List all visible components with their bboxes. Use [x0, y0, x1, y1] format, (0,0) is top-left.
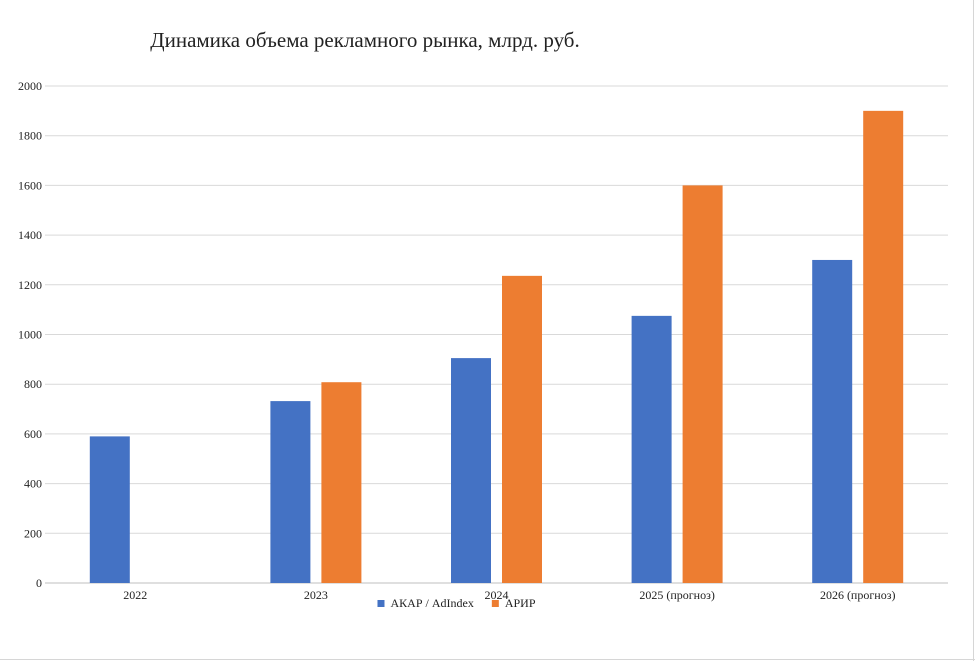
bar-arir-4 [863, 110, 904, 583]
frame-border-bottom [0, 659, 975, 660]
bar-akar-2 [451, 358, 491, 583]
y-tick-label: 800 [24, 377, 42, 391]
legend: АКАР / AdIndex АРИР [377, 596, 536, 610]
x-tick-label: 2024 [485, 588, 509, 602]
legend-swatch-akar [377, 600, 385, 607]
y-tick-label: 1400 [18, 228, 42, 242]
bar-akar-1 [270, 401, 311, 583]
y-tick-label: 600 [24, 427, 42, 441]
bar-akar-0 [89, 436, 130, 583]
y-tick-label: 1600 [18, 178, 42, 192]
bar-arir-2 [502, 275, 542, 583]
y-tick-label: 1800 [18, 129, 42, 143]
y-tick-label: 400 [24, 477, 42, 491]
gridlines [45, 85, 948, 584]
bar-akar-4 [812, 259, 853, 583]
bar-akar-3 [631, 315, 672, 583]
chart-title: Динамика объема рекламного рынка, млрд. … [150, 28, 579, 52]
y-axis-ticks: 0 200 400 600 800 1000 1200 1400 1600 1800 2000 [18, 79, 42, 590]
x-tick-label: 2026 (прогноз) [820, 588, 896, 602]
legend-label-arir: АРИР [505, 596, 536, 610]
x-tick-label: 2025 (прогноз) [639, 588, 715, 602]
y-tick-label: 1200 [18, 278, 42, 292]
legend-swatch-arir [491, 600, 499, 607]
bar-arir-1 [321, 382, 362, 583]
x-tick-label: 2023 [304, 588, 328, 602]
y-tick-label: 1000 [18, 328, 42, 342]
frame-border-right [973, 0, 974, 661]
y-tick-label: 2000 [18, 79, 42, 93]
bars [89, 110, 904, 583]
y-tick-label: 200 [24, 526, 42, 540]
y-tick-label: 0 [36, 576, 42, 590]
bar-arir-3 [682, 185, 723, 583]
x-axis-ticks: 2022 2023 2024 2025 (прогноз) 2026 (прогноз) [123, 588, 895, 602]
legend-label-akar: АКАР / AdIndex [390, 596, 473, 610]
x-tick-label: 2022 [123, 588, 147, 602]
